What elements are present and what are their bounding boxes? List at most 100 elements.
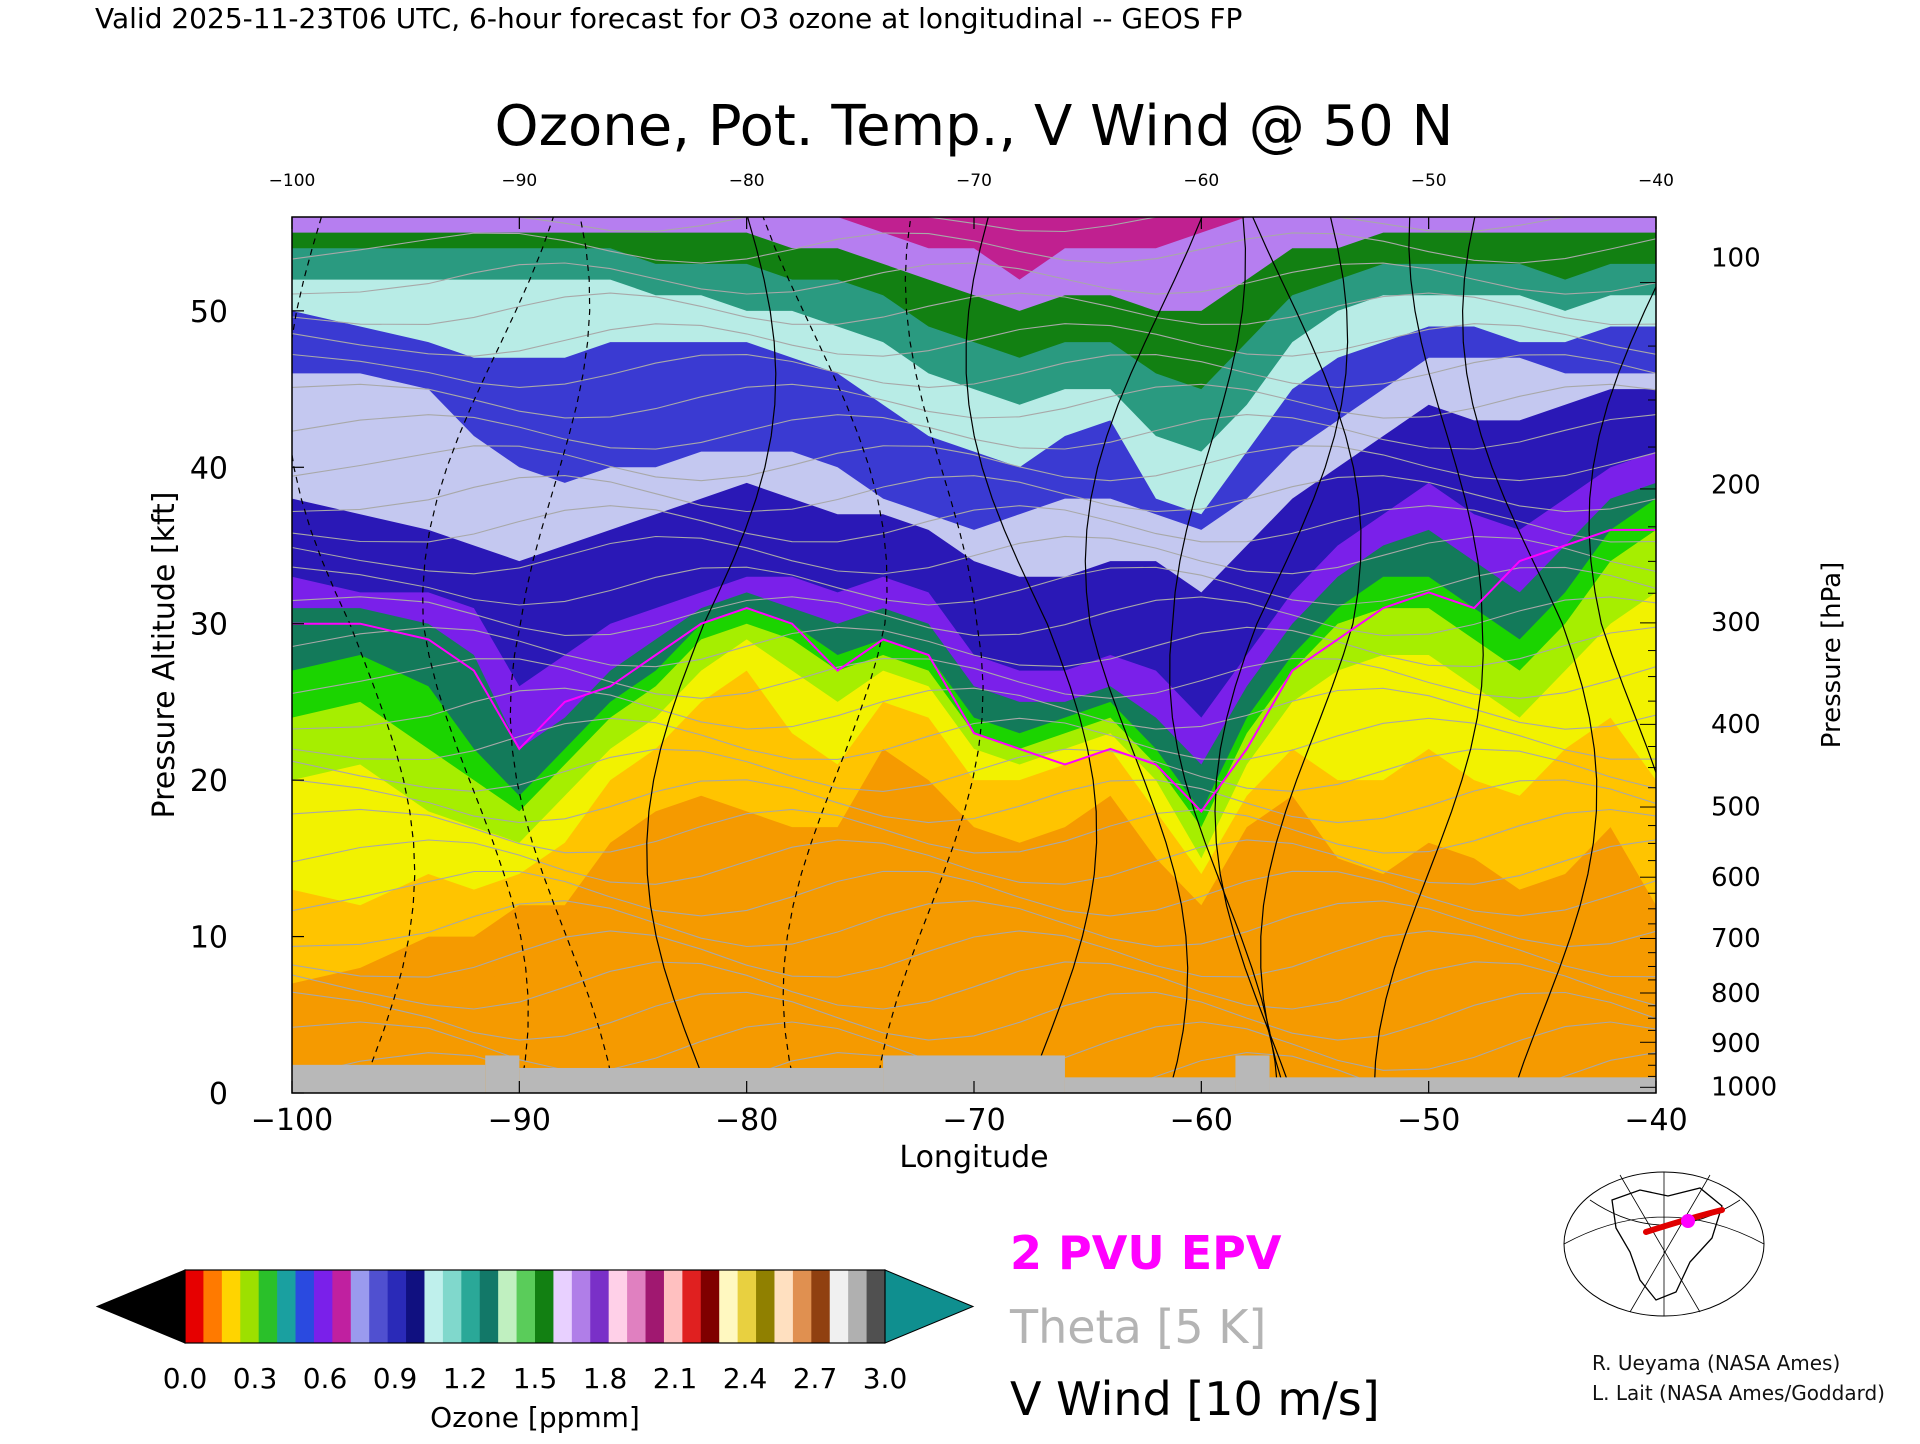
pressure-tick-label: 700 bbox=[1711, 924, 1761, 954]
colorbar-swatch bbox=[442, 1270, 462, 1343]
theta-contour-line bbox=[292, 870, 1656, 917]
vwind-contour-line bbox=[646, 217, 777, 1093]
colorbar-swatch bbox=[756, 1270, 776, 1343]
ground-block bbox=[1064, 1077, 1236, 1093]
y-tick-label: 30 bbox=[190, 608, 228, 643]
colorbar-swatch bbox=[313, 1270, 333, 1343]
colorbar-swatch bbox=[332, 1270, 352, 1343]
legend-epv: 2 PVU EPV bbox=[1010, 1226, 1282, 1280]
credit-line: L. Lait (NASA Ames/Goddard) bbox=[1592, 1381, 1885, 1405]
x-tick-label: −60 bbox=[1170, 1103, 1233, 1138]
theta-contour-line bbox=[292, 383, 1656, 419]
ground-block bbox=[519, 1067, 884, 1093]
colorbar-swatch bbox=[866, 1270, 886, 1343]
colorbar-tick-label: 2.4 bbox=[723, 1362, 768, 1395]
colorbar-swatch bbox=[240, 1270, 260, 1343]
colorbar-swatch bbox=[203, 1270, 223, 1343]
x-top-tick-label: −50 bbox=[1411, 171, 1447, 191]
theta-contour-line bbox=[292, 808, 1656, 854]
ozone-band bbox=[292, 217, 1656, 280]
legend-theta: Theta [5 K] bbox=[1010, 1300, 1267, 1354]
vwind-contour-line bbox=[1461, 217, 1598, 1093]
theta-contour-line bbox=[292, 414, 1656, 450]
pressure-tick-label: 300 bbox=[1711, 608, 1761, 638]
ozone-band bbox=[292, 217, 1656, 311]
colorbar-swatch bbox=[737, 1270, 757, 1343]
colorbar-swatch bbox=[258, 1270, 278, 1343]
colorbar-frame bbox=[184, 1269, 886, 1344]
theta-contour-line bbox=[292, 323, 1656, 357]
colorbar-swatch bbox=[461, 1270, 481, 1343]
x-tick-label: −70 bbox=[942, 1103, 1005, 1138]
colorbar-swatch bbox=[516, 1270, 536, 1343]
credits: R. Ueyama (NASA Ames) L. Lait (NASA Ames… bbox=[1592, 1348, 1885, 1408]
colorbar-tick-label: 0.6 bbox=[303, 1362, 348, 1395]
theta-contour-line bbox=[292, 991, 1656, 1041]
vwind-contour-line bbox=[1588, 285, 1656, 1093]
epv-2pvu-line bbox=[292, 528, 1656, 813]
colorbar-swatch bbox=[571, 1270, 591, 1343]
ground-block bbox=[292, 1064, 486, 1093]
colorbar-swatch bbox=[535, 1270, 555, 1343]
colorbar-label: Ozone [ppmm] bbox=[430, 1401, 640, 1434]
pressure-tick-label: 1000 bbox=[1711, 1073, 1777, 1103]
ozone-band bbox=[292, 217, 1656, 390]
theta-contour-line bbox=[292, 217, 1656, 233]
colorbar-swatch bbox=[479, 1270, 499, 1343]
vwind-contours bbox=[292, 217, 1656, 1093]
colorbar-swatch bbox=[645, 1270, 665, 1343]
legend-vwind: V Wind [10 m/s] bbox=[1010, 1372, 1380, 1426]
theta-contour-line bbox=[292, 657, 1656, 699]
colorbar-low-arrow bbox=[95, 1269, 186, 1344]
colorbar-swatch bbox=[848, 1270, 868, 1343]
colorbar-swatch bbox=[350, 1270, 370, 1343]
colorbar-swatch bbox=[424, 1270, 444, 1343]
colorbar-swatch bbox=[811, 1270, 831, 1343]
colorbar-tick-label: 2.7 bbox=[793, 1362, 838, 1395]
pressure-tick-label: 800 bbox=[1711, 979, 1761, 1009]
theta-contour-line bbox=[292, 717, 1656, 761]
epv-contour bbox=[292, 528, 1656, 813]
colorbar-swatch bbox=[700, 1270, 720, 1343]
colorbar-swatch bbox=[498, 1270, 518, 1343]
y-tick-label: 50 bbox=[190, 295, 228, 330]
vwind-contour-line bbox=[965, 217, 1098, 1093]
theta-contour-line bbox=[292, 626, 1656, 668]
colorbar-swatch bbox=[682, 1270, 702, 1343]
theta-contour-line bbox=[292, 262, 1656, 295]
y2-axis-label: Pressure [hPa] bbox=[1817, 562, 1847, 749]
colorbar-tick-label: 2.1 bbox=[653, 1362, 698, 1395]
theta-contour-line bbox=[292, 232, 1656, 264]
colorbar-swatch bbox=[663, 1270, 683, 1343]
vwind-contour-line bbox=[762, 217, 888, 1093]
x-tick-label: −100 bbox=[251, 1103, 333, 1138]
vwind-contour-line bbox=[1084, 217, 1203, 1093]
y-tick-label: 20 bbox=[190, 764, 228, 799]
colorbar-swatch bbox=[553, 1270, 573, 1343]
pressure-tick-label: 100 bbox=[1711, 244, 1761, 274]
theta-contour-line bbox=[292, 445, 1656, 482]
pressure-tick-label: 600 bbox=[1711, 863, 1761, 893]
colorbar-swatch bbox=[829, 1270, 849, 1343]
x-tick-label: −50 bbox=[1397, 1103, 1460, 1138]
x-axis-label: Longitude bbox=[899, 1140, 1048, 1175]
x-tick-label: −80 bbox=[715, 1103, 778, 1138]
x-tick-label: −40 bbox=[1624, 1103, 1687, 1138]
theta-contour-line bbox=[292, 900, 1656, 948]
colorbar-swatch bbox=[295, 1270, 315, 1343]
theta-contour-line bbox=[292, 930, 1656, 978]
colorbar-swatch bbox=[590, 1270, 610, 1343]
vwind-contour-line bbox=[1169, 217, 1279, 1093]
colorbar-swatch bbox=[608, 1270, 628, 1343]
x-top-tick-label: −60 bbox=[1183, 171, 1219, 191]
pressure-tick-label: 900 bbox=[1711, 1029, 1761, 1059]
axes: −100 −100 −90 −90 −80 −80 −70 −70 −60 −60 −50 −50 −4… bbox=[190, 171, 1777, 1138]
theta-contours bbox=[292, 217, 1656, 1093]
colorbar-swatch bbox=[277, 1270, 297, 1343]
colorbar-swatch bbox=[185, 1270, 205, 1343]
colorbar-tick-label: 0.0 bbox=[163, 1362, 208, 1395]
x-top-tick-label: −80 bbox=[729, 171, 765, 191]
colorbar-swatch bbox=[719, 1270, 739, 1343]
colorbar-swatch bbox=[627, 1270, 647, 1343]
